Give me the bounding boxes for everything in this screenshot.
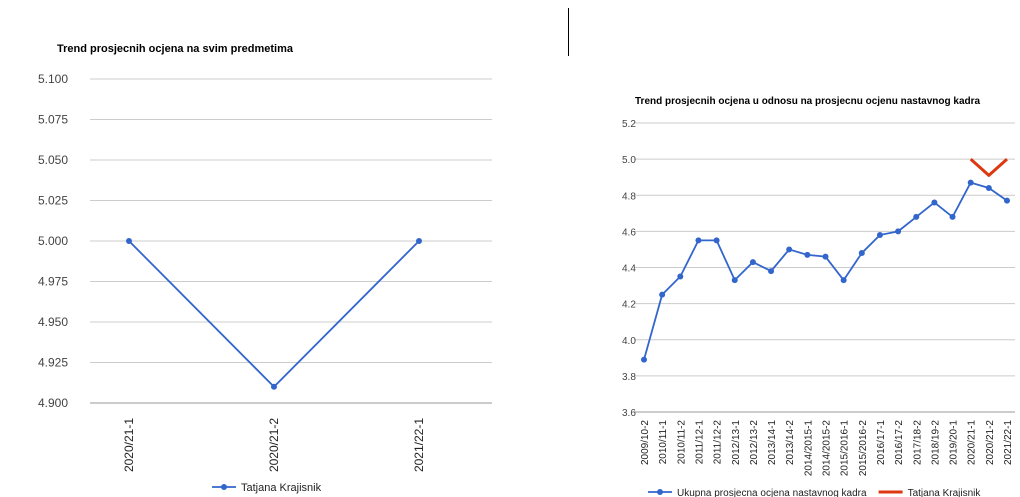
x-tick-label: 2021/22-1	[412, 418, 426, 472]
data-point	[749, 259, 756, 266]
legend-marker	[657, 489, 663, 495]
x-tick-label: 2010/11-1	[658, 420, 669, 465]
legend-label: Tatjana Krajisnik	[241, 482, 322, 494]
data-point	[786, 246, 793, 253]
divider	[568, 8, 569, 56]
x-tick-label: 2015/2016-2	[858, 420, 869, 477]
data-point	[822, 253, 829, 260]
y-tick-label: 5.100	[38, 72, 68, 86]
series-line-0	[643, 181, 1008, 360]
y-tick-label: 4.6	[622, 227, 636, 238]
x-tick-label: 2013/14-1	[767, 420, 778, 465]
x-tick-label: 2012/13-1	[731, 420, 742, 465]
x-tick-label: 2020/21-1	[967, 420, 978, 465]
y-tick-label: 5.2	[622, 119, 636, 130]
y-tick-label: 5.075	[38, 113, 68, 127]
y-tick-label: 5.000	[38, 234, 68, 248]
x-tick-label: 2012/13-2	[749, 420, 760, 465]
chart-left-svg: Trend prosjecnih ocjena na svim predmeti…	[38, 43, 492, 494]
data-point	[804, 251, 811, 258]
y-tick-label: 5.050	[38, 153, 68, 167]
x-tick-label: 2009/10-2	[640, 420, 651, 465]
chart-title: Trend prosjecnih ocjena u odnosu na pros…	[635, 96, 981, 107]
data-point	[659, 291, 666, 298]
data-point	[416, 238, 422, 244]
data-point	[768, 268, 775, 275]
data-point	[713, 237, 720, 244]
x-tick-label: 2010/11-2	[676, 420, 687, 465]
data-point	[985, 185, 992, 192]
x-tick-label: 2011/12-1	[694, 420, 705, 465]
y-tick-label: 4.4	[622, 264, 636, 275]
data-point	[126, 238, 132, 244]
chart-title: Trend prosjecnih ocjena na svim predmeti…	[57, 43, 294, 55]
chart-right: Trend prosjecnih ocjena u odnosu na pros…	[560, 0, 1020, 497]
x-tick-label: 2011/12-2	[713, 420, 724, 465]
y-tick-label: 4.0	[622, 336, 636, 347]
legend-label: Ukupna prosjecna ocjena nastavnog kadra	[677, 488, 867, 497]
x-tick-label: 2021/22-1	[1003, 420, 1014, 465]
y-tick-label: 4.900	[38, 396, 68, 410]
series-line-0	[128, 240, 420, 388]
data-point	[949, 213, 956, 220]
x-tick-label: 2016/17-1	[876, 420, 887, 465]
data-point	[677, 273, 684, 280]
x-tick-label: 2015/2016-1	[840, 420, 851, 477]
data-point	[913, 213, 920, 220]
y-tick-label: 4.950	[38, 315, 68, 329]
data-point	[271, 383, 277, 390]
data-point	[695, 237, 702, 244]
chart-left: Trend prosjecnih ocjena na svim predmeti…	[38, 43, 492, 494]
x-tick-label: 2018/19-2	[930, 420, 941, 465]
legend-label: Tatjana Krajisnik	[908, 488, 982, 497]
x-tick-label: 2014/2015-2	[822, 420, 833, 477]
y-tick-label: 5.025	[38, 194, 68, 208]
x-tick-label: 2020/21-2	[985, 420, 996, 465]
y-tick-label: 4.925	[38, 356, 68, 370]
x-tick-label: 2016/17-2	[894, 420, 905, 465]
x-tick-label: 2020/21-2	[267, 418, 281, 472]
data-point	[967, 179, 974, 186]
x-tick-label: 2019/20-1	[949, 420, 960, 465]
y-tick-label: 5.0	[622, 155, 636, 166]
y-tick-label: 4.2	[622, 300, 636, 311]
legend-marker	[221, 484, 227, 490]
chart-right-svg: Trend prosjecnih ocjena u odnosu na pros…	[622, 96, 1015, 497]
data-point	[931, 199, 938, 206]
x-tick-label: 2020/21-1	[122, 418, 136, 472]
data-point	[731, 277, 738, 284]
y-tick-label: 4.975	[38, 275, 68, 289]
data-point	[858, 250, 865, 257]
data-point	[641, 356, 647, 363]
y-tick-label: 3.8	[622, 372, 636, 383]
y-tick-label: 3.6	[622, 408, 636, 419]
data-point	[840, 277, 847, 284]
x-tick-label: 2017/18-2	[912, 420, 923, 465]
y-tick-label: 4.8	[622, 191, 636, 202]
x-tick-label: 2014/2015-1	[803, 420, 814, 477]
x-tick-label: 2013/14-2	[785, 420, 796, 465]
series-line-1	[969, 158, 1009, 177]
data-point	[876, 231, 883, 238]
data-point	[1004, 197, 1010, 204]
data-point	[895, 228, 902, 235]
